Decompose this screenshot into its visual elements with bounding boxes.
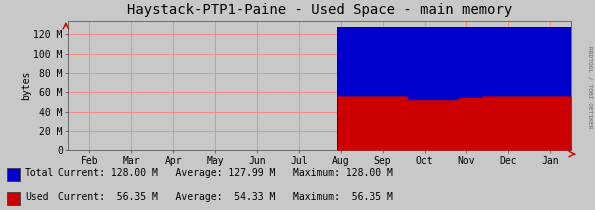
Text: RRDTOOL / TOBI OETIKER: RRDTOOL / TOBI OETIKER bbox=[587, 46, 592, 129]
Text: Current: 128.00 M   Average: 127.99 M   Maximum: 128.00 M: Current: 128.00 M Average: 127.99 M Maxi… bbox=[58, 168, 393, 178]
Y-axis label: bytes: bytes bbox=[21, 71, 31, 100]
Text: Used: Used bbox=[25, 192, 48, 202]
Text: Current:  56.35 M   Average:  54.33 M   Maximum:  56.35 M: Current: 56.35 M Average: 54.33 M Maximu… bbox=[58, 192, 393, 202]
Text: Total: Total bbox=[25, 168, 54, 178]
Title: Haystack-PTP1-Paine - Used Space - main memory: Haystack-PTP1-Paine - Used Space - main … bbox=[127, 3, 512, 17]
